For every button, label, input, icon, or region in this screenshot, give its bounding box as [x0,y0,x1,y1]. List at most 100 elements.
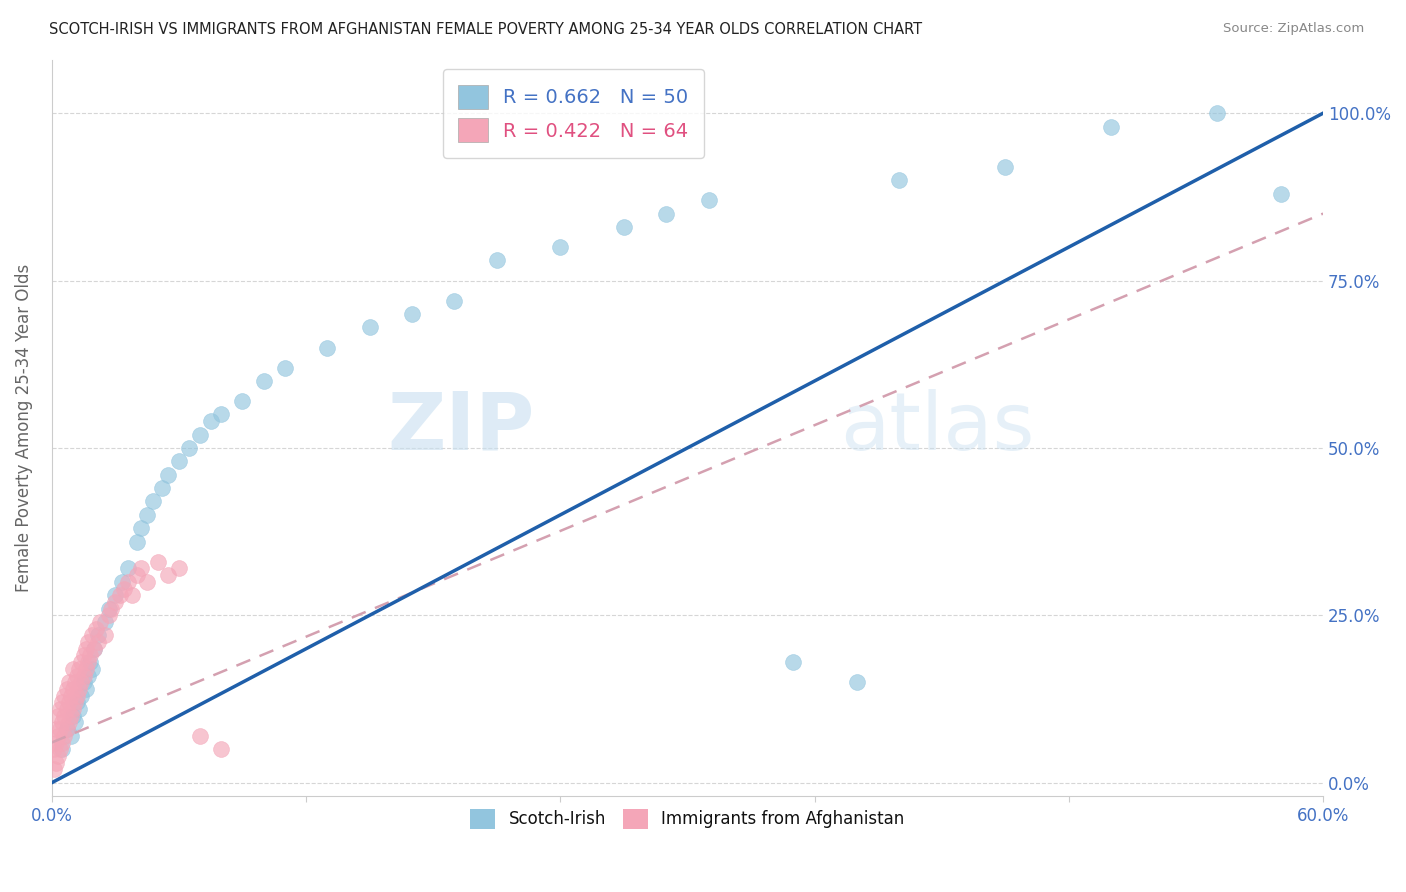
Point [125,568,148,582]
Point [157,568,180,582]
Y-axis label: Female Poverty Among 25-34 Year Olds: Female Poverty Among 25-34 Year Olds [15,264,32,592]
Point [70,675,93,690]
Point [83,641,105,656]
Point [97,601,120,615]
Point [49,722,72,736]
Point [75,662,97,676]
Point [67,662,90,676]
Point [45,722,67,736]
Point [53,729,76,743]
Point [62,708,84,723]
Point [51,742,73,756]
Point [76,655,98,669]
Point [51,695,73,709]
Point [125,534,148,549]
Point [188,729,211,743]
Point [46,748,69,763]
Point [75,681,97,696]
Point [136,574,159,589]
Point [129,561,152,575]
Point [104,588,127,602]
Point [66,689,89,703]
Point [231,394,253,409]
Point [167,454,190,468]
Point [45,756,67,770]
Point [104,595,127,609]
Point [53,708,76,723]
Point [63,695,86,709]
Point [136,508,159,522]
Point [66,668,89,682]
Point [53,689,76,703]
Point [58,695,80,709]
Text: ZIP: ZIP [388,389,534,467]
Point [70,655,93,669]
Point [59,729,82,743]
Point [274,360,297,375]
Point [117,574,139,589]
Point [70,689,93,703]
Point [72,675,94,690]
Point [179,441,201,455]
Point [58,675,80,690]
Point [316,341,339,355]
Point [62,662,84,676]
Point [42,762,65,776]
Point [121,588,143,602]
Point [79,655,101,669]
Point [80,662,103,676]
Point [87,628,110,642]
Point [117,561,139,575]
Point [188,427,211,442]
Point [100,601,122,615]
Point [72,648,94,663]
Point [93,615,115,629]
Point [55,722,77,736]
Point [613,219,636,234]
Point [45,735,67,749]
Point [55,722,77,736]
Point [63,675,86,690]
Point [67,681,90,696]
Point [209,408,232,422]
Point [846,675,869,690]
Point [76,635,98,649]
Point [80,628,103,642]
Point [75,641,97,656]
Point [62,681,84,696]
Point [49,742,72,756]
Point [55,702,77,716]
Point [66,695,89,709]
Point [359,320,381,334]
Point [112,582,135,596]
Point [97,608,120,623]
Point [46,729,69,743]
Point [209,742,232,756]
Point [67,702,90,716]
Text: Source: ZipAtlas.com: Source: ZipAtlas.com [1223,22,1364,36]
Point [485,253,508,268]
Point [157,467,180,482]
Point [1206,106,1229,120]
Point [79,648,101,663]
Point [697,193,720,207]
Point [51,715,73,730]
Point [63,715,86,730]
Point [146,555,169,569]
Point [401,307,423,321]
Point [84,622,107,636]
Point [889,173,911,187]
Legend: Scotch-Irish, Immigrants from Afghanistan: Scotch-Irish, Immigrants from Afghanista… [464,802,911,836]
Point [89,615,111,629]
Point [51,735,73,749]
Point [129,521,152,535]
Point [93,628,115,642]
Point [49,702,72,716]
Point [994,160,1017,174]
Point [55,681,77,696]
Text: atlas: atlas [839,389,1035,467]
Point [76,668,98,682]
Point [72,668,94,682]
Point [83,641,105,656]
Point [58,715,80,730]
